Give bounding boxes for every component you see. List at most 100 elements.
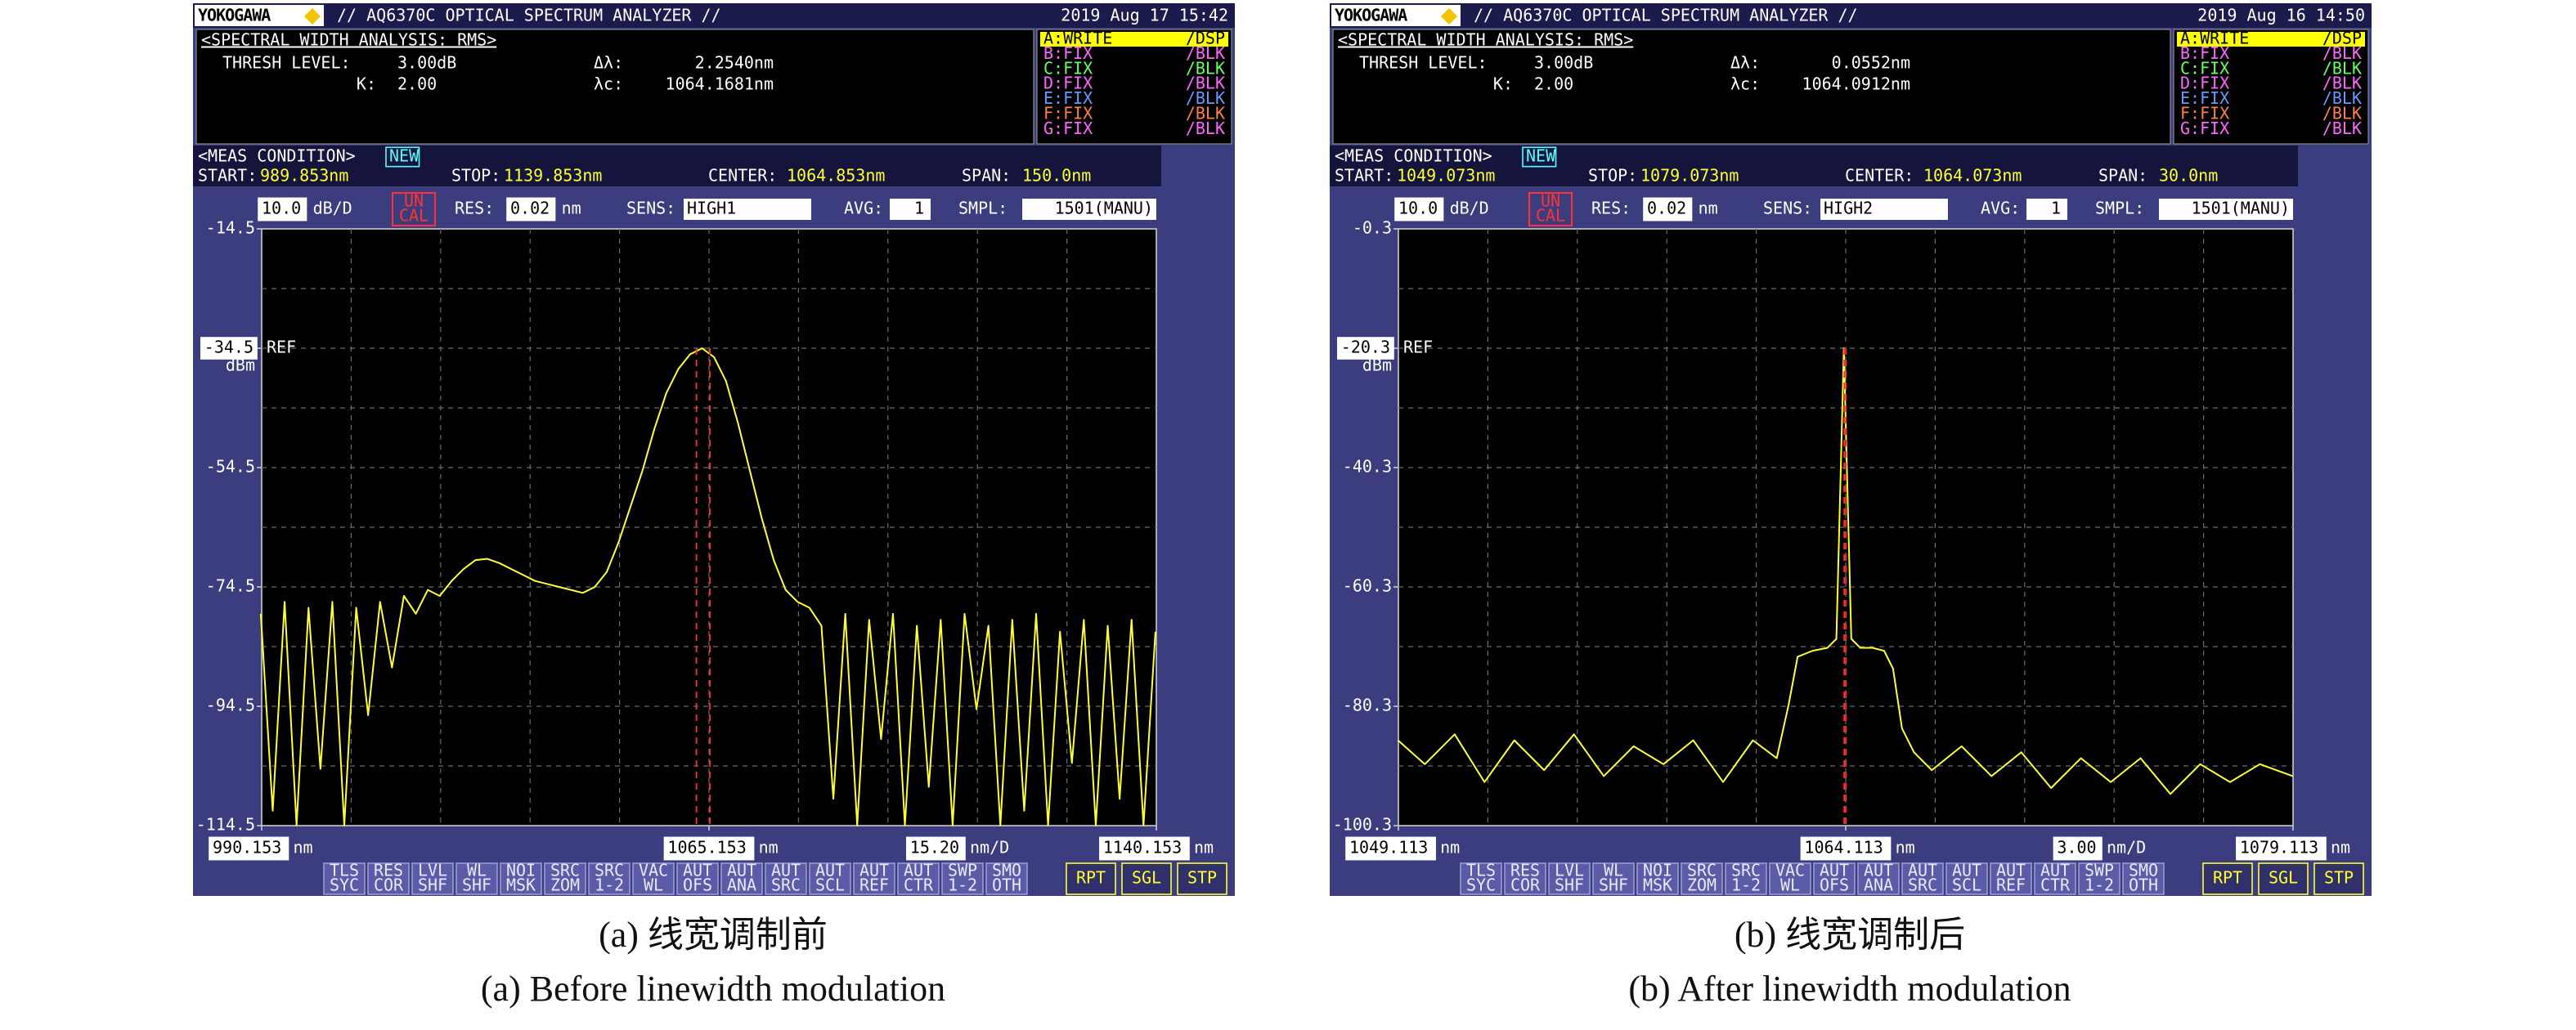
softkey[interactable] [1857, 862, 1900, 895]
softkey-label: OTH [992, 876, 1021, 895]
scale-box [258, 197, 307, 222]
softkey[interactable] [809, 862, 851, 895]
softkey[interactable] [2034, 862, 2076, 895]
softkey[interactable] [676, 862, 719, 895]
x-tick-label: 1064.113 [1804, 838, 1883, 858]
analysis-box [195, 29, 1034, 145]
trace-mode: /BLK [1186, 43, 1225, 63]
softkey[interactable] [1066, 862, 1116, 895]
brand-diamond [304, 8, 321, 25]
softkey[interactable] [323, 862, 366, 895]
softkey[interactable] [2313, 862, 2364, 895]
ref-label: REF [267, 338, 296, 357]
softkey[interactable] [1769, 862, 1811, 895]
x-division-unit: nm/D [2107, 838, 2146, 858]
caption-en: (a) Before linewidth modulation [481, 969, 945, 1009]
res-box [1643, 197, 1693, 222]
softkey[interactable] [765, 862, 807, 895]
softkey[interactable] [1681, 862, 1723, 895]
osa-screen: YOKOGAWA // AQ6370C OPTICAL SPECTRUM ANAL… [1330, 3, 2372, 896]
softkey[interactable] [1901, 862, 1944, 895]
softkey[interactable] [985, 862, 1028, 895]
softkey[interactable] [367, 862, 410, 895]
meas-new-box [385, 146, 420, 168]
softkey[interactable] [1548, 862, 1591, 895]
x-unit: nm [1896, 838, 1915, 858]
softkey[interactable] [941, 862, 984, 895]
y-tick-label: -80.3 [1343, 696, 1392, 715]
softkey[interactable] [2258, 862, 2309, 895]
x-tick-label: 1065.153 [667, 838, 746, 858]
res-unit: nm [1699, 199, 1718, 218]
softkey[interactable] [1990, 862, 2032, 895]
softkey[interactable] [1945, 862, 1988, 895]
softkey[interactable] [632, 862, 675, 895]
k-value: 2.00 [397, 74, 437, 94]
softkey[interactable] [1592, 862, 1635, 895]
softkey[interactable] [1460, 862, 1502, 895]
spectrum-trace [259, 347, 1156, 826]
x-tick-label-box [209, 836, 289, 861]
softkey[interactable] [1504, 862, 1546, 895]
softkey-label: SRC [595, 861, 624, 880]
stop-value: 1139.853nm [504, 166, 602, 186]
softkey-label: SRC [771, 876, 801, 895]
trace-box [2173, 29, 2369, 145]
trace-mode: /BLK [2322, 74, 2362, 93]
y-tick-label: -14.5 [206, 218, 255, 238]
scale-box [1394, 197, 1444, 222]
softkey[interactable] [2078, 862, 2120, 895]
softkey[interactable] [411, 862, 454, 895]
trace-mode: /BLK [2322, 88, 2362, 108]
uncal: UN [404, 191, 424, 211]
softkey-label: AUT [1908, 861, 1937, 880]
softkey[interactable] [2122, 862, 2165, 895]
softkey-label: NOI [1643, 861, 1672, 880]
softkey-label: CTR [904, 876, 934, 895]
uncal-box [392, 192, 436, 226]
x-tick-label-box [663, 836, 755, 861]
trace-id: D:FIX [2180, 74, 2229, 93]
sens: HIGH1 [687, 199, 736, 218]
res-label: RES: [1591, 199, 1631, 218]
softkey[interactable] [1636, 862, 1679, 895]
softkey[interactable] [500, 862, 542, 895]
softkey[interactable] [853, 862, 895, 895]
smpl-field [1022, 199, 1156, 220]
sens: HIGH2 [1824, 199, 1873, 218]
caption-zh: (b) 线宽调制后 [1735, 915, 1965, 955]
softkey[interactable] [897, 862, 940, 895]
softkey[interactable] [1813, 862, 1856, 895]
softkey-label: ZOM [1687, 876, 1717, 895]
softkey-label: SRC [1908, 876, 1937, 895]
softkey-label: AUT [1820, 861, 1849, 880]
trace-id: C:FIX [1043, 58, 1093, 78]
dl-value: 0.0552nm [1832, 53, 1910, 73]
softkey[interactable] [1725, 862, 1767, 895]
brand: YOKOGAWA [198, 6, 271, 25]
softkey[interactable] [544, 862, 586, 895]
softkey[interactable] [1121, 862, 1172, 895]
softkey[interactable] [588, 862, 631, 895]
softkey-label: OTH [2129, 876, 2158, 895]
stop-value: 1079.073nm [1640, 166, 1739, 186]
scale-unit: dB/D [1450, 199, 1489, 218]
trace-mode: /BLK [1186, 58, 1225, 78]
softkey-label: MSK [1643, 876, 1672, 895]
softkey-label: SWP [948, 861, 977, 880]
res-label: RES: [455, 199, 494, 218]
softkey[interactable] [720, 862, 763, 895]
softkey-label: COR [1510, 876, 1541, 895]
trace-id: G:FIX [1043, 119, 1093, 138]
meas-new: NEW [389, 146, 420, 166]
span-value: 150.0nm [1022, 166, 1091, 186]
lc-value: 1064.0912nm [1802, 74, 1910, 94]
ref-level-label-box [1337, 337, 1394, 360]
softkey[interactable] [456, 862, 498, 895]
softkey[interactable] [2202, 862, 2253, 895]
meas-new: NEW [1526, 146, 1556, 166]
analysis-box [1332, 29, 2171, 145]
softkey[interactable] [1177, 862, 1227, 895]
softkey-label: SCL [1952, 876, 1981, 895]
